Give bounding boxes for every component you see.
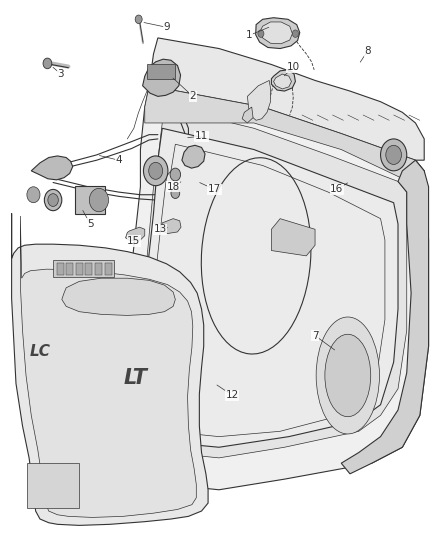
Text: 1: 1 bbox=[246, 30, 253, 41]
Polygon shape bbox=[123, 86, 428, 490]
Circle shape bbox=[27, 187, 40, 203]
Circle shape bbox=[170, 168, 180, 181]
Bar bbox=[53, 260, 114, 277]
Circle shape bbox=[171, 188, 180, 198]
Ellipse shape bbox=[316, 317, 379, 434]
Polygon shape bbox=[256, 18, 300, 49]
Bar bbox=[76, 263, 83, 275]
Circle shape bbox=[381, 139, 407, 171]
Text: 11: 11 bbox=[195, 131, 208, 141]
Polygon shape bbox=[247, 80, 271, 120]
Circle shape bbox=[149, 163, 162, 179]
Polygon shape bbox=[274, 74, 291, 89]
Text: LT: LT bbox=[124, 368, 148, 388]
Circle shape bbox=[144, 156, 168, 185]
Text: 16: 16 bbox=[330, 184, 343, 195]
Bar bbox=[105, 263, 112, 275]
Polygon shape bbox=[145, 86, 424, 187]
Circle shape bbox=[292, 30, 298, 37]
Polygon shape bbox=[272, 70, 295, 91]
Polygon shape bbox=[12, 213, 208, 526]
Bar bbox=[95, 263, 102, 275]
Polygon shape bbox=[161, 219, 181, 233]
Text: 4: 4 bbox=[115, 155, 122, 165]
Polygon shape bbox=[242, 107, 253, 123]
Polygon shape bbox=[31, 156, 73, 180]
Polygon shape bbox=[143, 59, 180, 96]
Text: 18: 18 bbox=[166, 182, 180, 192]
Text: LC: LC bbox=[29, 344, 50, 359]
Text: 12: 12 bbox=[226, 390, 239, 400]
Text: 7: 7 bbox=[312, 330, 318, 341]
Polygon shape bbox=[27, 463, 79, 508]
Polygon shape bbox=[149, 38, 424, 160]
Bar bbox=[85, 263, 92, 275]
Polygon shape bbox=[20, 216, 196, 518]
Polygon shape bbox=[182, 146, 205, 168]
Polygon shape bbox=[260, 22, 292, 44]
Circle shape bbox=[386, 146, 402, 165]
Bar bbox=[75, 185, 105, 214]
Bar bbox=[66, 263, 73, 275]
Polygon shape bbox=[141, 128, 398, 447]
Circle shape bbox=[48, 193, 58, 206]
Text: 10: 10 bbox=[286, 62, 300, 72]
Text: 9: 9 bbox=[163, 22, 170, 33]
Text: 13: 13 bbox=[153, 224, 167, 235]
Polygon shape bbox=[126, 227, 145, 241]
Polygon shape bbox=[62, 278, 175, 316]
Circle shape bbox=[89, 188, 109, 212]
Bar bbox=[57, 263, 64, 275]
Bar bbox=[147, 64, 175, 79]
Text: 17: 17 bbox=[208, 184, 221, 195]
Circle shape bbox=[43, 58, 52, 69]
Text: 3: 3 bbox=[58, 69, 64, 79]
Text: 15: 15 bbox=[127, 236, 141, 246]
Text: 5: 5 bbox=[87, 219, 93, 229]
Ellipse shape bbox=[325, 334, 371, 417]
Polygon shape bbox=[272, 219, 315, 256]
Circle shape bbox=[258, 30, 264, 37]
Circle shape bbox=[44, 189, 62, 211]
Text: 2: 2 bbox=[190, 91, 196, 101]
Polygon shape bbox=[341, 160, 428, 474]
Polygon shape bbox=[141, 107, 407, 458]
Text: 8: 8 bbox=[364, 46, 371, 56]
Circle shape bbox=[135, 15, 142, 23]
